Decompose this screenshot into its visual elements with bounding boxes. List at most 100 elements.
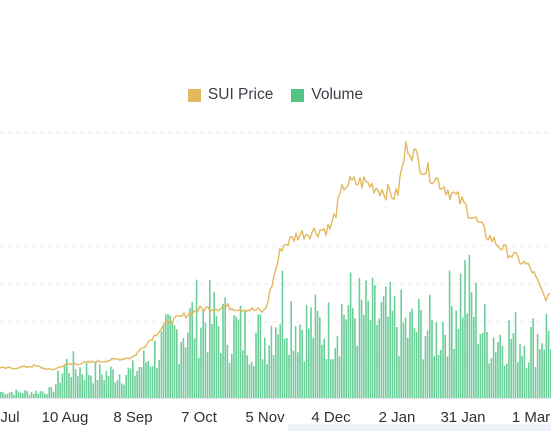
volume-bar [28,394,31,398]
volume-bar [191,302,193,398]
volume-bar [143,350,145,398]
volume-bar [413,328,416,398]
volume-bar [244,310,246,398]
volume-bar [519,344,521,398]
volume-bar [433,355,435,398]
volume-bar [206,352,209,398]
volume-bar [233,315,235,398]
volume-bar [105,371,108,398]
volume-bar [371,277,374,398]
volume-bar [343,314,345,398]
volume-bar [110,366,112,398]
volume-bar [354,318,356,398]
volume-bar [156,368,158,398]
volume-bar [479,334,482,398]
volume-bar [59,382,61,398]
volume-bar [352,307,354,398]
volume-bar [193,338,196,398]
volume-bar [347,305,350,398]
volume-bar [13,394,15,398]
volume-bar [391,310,394,398]
volume-bar [422,359,424,398]
volume-bar [512,333,515,398]
volume-bar [248,364,251,398]
volume-bar [310,307,312,398]
volume-bar [160,331,163,398]
volume-bar [88,375,90,398]
volume-bar [481,332,484,398]
volume-bar [327,302,330,398]
volume-bar [162,323,165,398]
volume-bar [220,353,222,398]
volume-bar [380,302,383,398]
volume-bar [235,316,237,398]
volume-bar [508,320,510,398]
volume-bar [499,334,501,398]
volume-bar [215,315,218,398]
volume-bar [448,270,451,398]
volume-bar [400,289,402,398]
volume-bar [387,316,389,398]
volume-bar [26,391,28,398]
price-line [0,140,551,371]
legend-item-volume[interactable]: Volume [291,86,363,104]
volume-bar [116,380,119,398]
volume-bar [294,326,297,398]
volume-bar [290,301,292,398]
volume-bar [169,315,171,398]
volume-bar [140,367,143,398]
volume-bar [171,320,174,398]
volume-bar [37,393,39,398]
volume-bar [151,366,154,398]
volume-bar [389,281,391,398]
volume-bar [246,355,248,398]
legend-item-price[interactable]: SUI Price [187,86,273,104]
volume-bar [81,374,83,398]
volume-bar [257,314,259,398]
volume-bar [319,317,321,398]
volume-bar [125,375,127,398]
volume-bar [486,332,488,398]
volume-bar [68,373,70,398]
volume-bar [312,338,314,398]
volume-bar [79,367,81,398]
volume-bar [149,366,152,398]
volume-bar [510,338,512,398]
volume-bar [129,368,132,398]
volume-bar [136,370,138,398]
volume-bar [279,324,281,398]
volume-bar [457,328,460,398]
volume-bar [46,394,48,398]
volume-bar [358,277,361,398]
volume-bar [259,314,262,398]
volume-bar [365,280,367,398]
volume-bar [39,391,42,398]
volume-bar [398,356,400,398]
volume-bar [224,297,226,398]
x-tick-label: 31 Jan [440,409,485,426]
volume-bar [325,359,328,398]
volume-bar [250,361,253,398]
volume-bar [521,355,523,398]
volume-bar [495,352,497,398]
volume-bar [547,330,550,398]
volume-bar [336,336,339,398]
volume-bar [345,319,347,398]
volume-bar [72,351,75,398]
volume-bar [237,319,240,398]
volume-bar [334,348,336,398]
volume-bar [217,326,220,398]
volume-bar [147,361,149,398]
volume-bar [198,357,200,398]
volume-bar [305,304,308,398]
volume-bar [253,366,255,398]
volume-bar [473,316,475,398]
volume-bar [543,349,545,398]
volume-bar [176,329,178,398]
volume-bar [275,327,277,398]
volume-bar [385,286,387,398]
volume-bar [409,311,411,398]
volume-bar [442,322,444,398]
volume-bar [24,390,26,398]
